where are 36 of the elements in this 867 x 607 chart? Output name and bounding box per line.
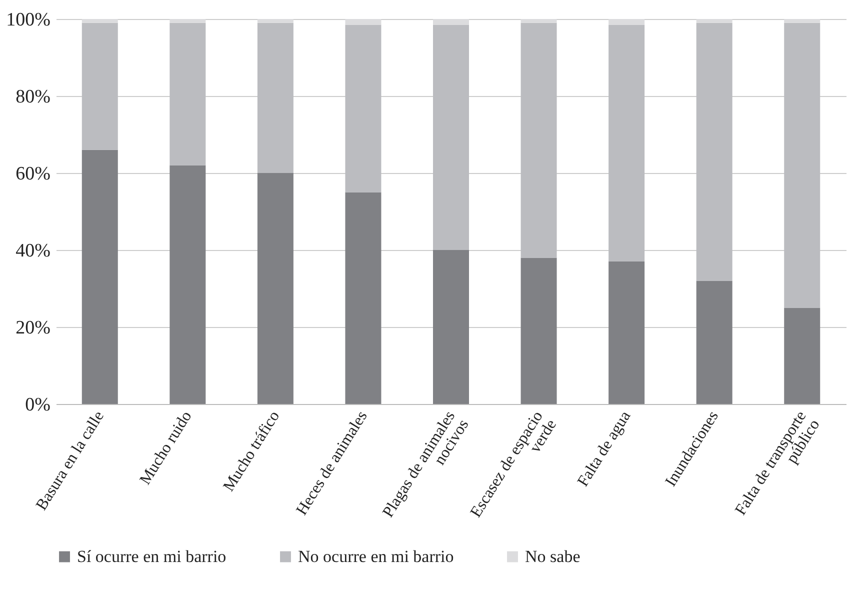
bar [82,19,118,23]
bar [82,22,118,150]
bar [784,308,820,404]
bar [345,24,382,192]
bar [433,24,469,250]
bar [608,24,645,262]
y-tick-label: 80% [16,86,51,108]
bar [170,22,206,166]
bar [784,19,820,23]
bar [433,19,469,25]
y-tick-label: 100% [6,10,51,30]
bar [608,262,645,404]
legend-label: Sí ocurre en mi barrio [77,546,226,566]
bar [608,19,645,25]
bar [257,19,294,23]
legend-label: No ocurre en mi barrio [298,546,454,566]
y-tick-label: 20% [16,318,51,338]
bar [696,22,732,281]
bar [520,22,557,258]
bar [520,258,557,404]
bar [696,280,732,404]
y-tick-label: 0% [25,394,51,416]
y-tick-label: 40% [16,240,51,262]
bar [170,19,206,23]
y-tick-label: 60% [16,164,51,184]
bar [82,150,118,404]
legend-label: No sabe [525,546,580,566]
bar [257,22,294,173]
bar [257,173,294,404]
bar [520,19,557,23]
bar [696,19,732,23]
bar [345,192,382,404]
bar [784,22,820,308]
bar [433,250,469,404]
bar [170,165,206,404]
bar [345,19,382,25]
